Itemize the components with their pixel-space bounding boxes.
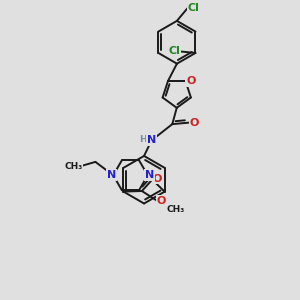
Text: N: N bbox=[107, 170, 116, 180]
Text: O: O bbox=[189, 118, 199, 128]
Text: CH₃: CH₃ bbox=[64, 162, 83, 171]
Text: O: O bbox=[153, 173, 162, 184]
Text: O: O bbox=[157, 196, 166, 206]
Text: H: H bbox=[140, 135, 147, 144]
Text: Cl: Cl bbox=[168, 46, 180, 56]
Text: Cl: Cl bbox=[188, 3, 200, 14]
Text: CH₃: CH₃ bbox=[166, 205, 184, 214]
Text: N: N bbox=[145, 170, 154, 180]
Text: N: N bbox=[147, 136, 156, 146]
Text: O: O bbox=[186, 76, 196, 86]
